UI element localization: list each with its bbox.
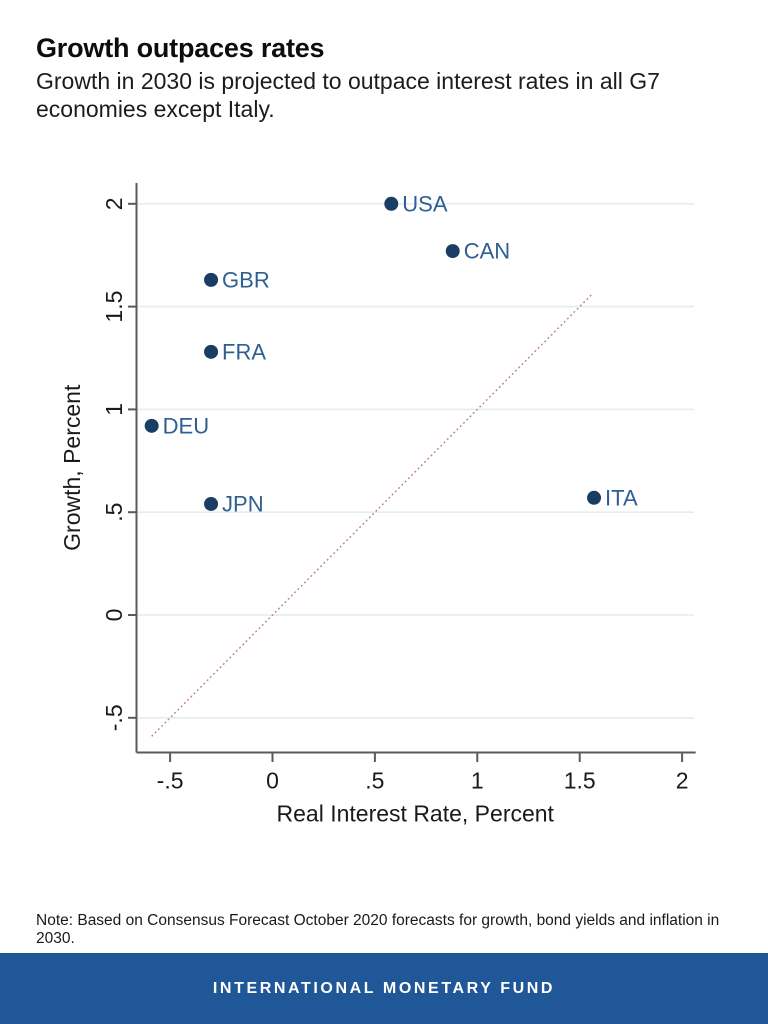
footer-brand-label: INTERNATIONAL MONETARY FUND <box>212 979 556 997</box>
page-title: Growth outpaces rates <box>36 33 325 63</box>
x-axis-title: Real Interest Rate, Percent <box>277 801 555 827</box>
y-tick-label: 0 <box>101 609 127 622</box>
footer-bar: INTERNATIONAL MONETARY FUND <box>0 953 768 1024</box>
x-tick-label: -.5 <box>157 768 184 794</box>
y-tick-label: 1 <box>101 403 127 416</box>
reference-45deg-line <box>151 293 593 737</box>
y-tick-label: 1.5 <box>101 291 127 323</box>
y-tick-label: .5 <box>101 503 127 522</box>
data-point-fra <box>204 344 219 359</box>
data-point-label-ita: ITA <box>605 485 638 510</box>
chart-header: Growth outpaces rates Growth in 2030 is … <box>36 34 736 123</box>
data-point-gbr <box>204 272 219 287</box>
x-tick-label: .5 <box>365 768 384 794</box>
data-point-ita <box>587 490 602 505</box>
y-axis-title: Growth, Percent <box>59 384 85 551</box>
data-point-label-can: CAN <box>464 239 510 264</box>
x-tick-label: 0 <box>266 768 279 794</box>
data-point-usa <box>384 196 399 211</box>
y-tick-label: -.5 <box>101 704 127 731</box>
data-point-label-fra: FRA <box>222 339 266 364</box>
data-point-label-gbr: GBR <box>222 267 270 292</box>
data-point-deu <box>144 418 159 433</box>
page-subtitle: Growth in 2030 is projected to outpace i… <box>36 68 660 123</box>
chart-note: Note: Based on Consensus Forecast Octobe… <box>36 911 720 947</box>
x-tick-label: 2 <box>676 768 689 794</box>
chart-area: 2 1.5 1.5 0 -.5 -.5 0.5 1 1.5 2 Real Interest Rate… <box>0 150 768 850</box>
data-point-can <box>445 244 460 259</box>
data-point-label-usa: USA <box>402 191 448 216</box>
data-point-label-deu: DEU <box>163 413 209 438</box>
x-tick-label: 1 <box>471 768 484 794</box>
data-point-jpn <box>204 496 219 511</box>
x-tick-label: 1.5 <box>564 768 596 794</box>
y-tick-label: 2 <box>101 197 127 210</box>
data-point-label-jpn: JPN <box>222 491 264 516</box>
